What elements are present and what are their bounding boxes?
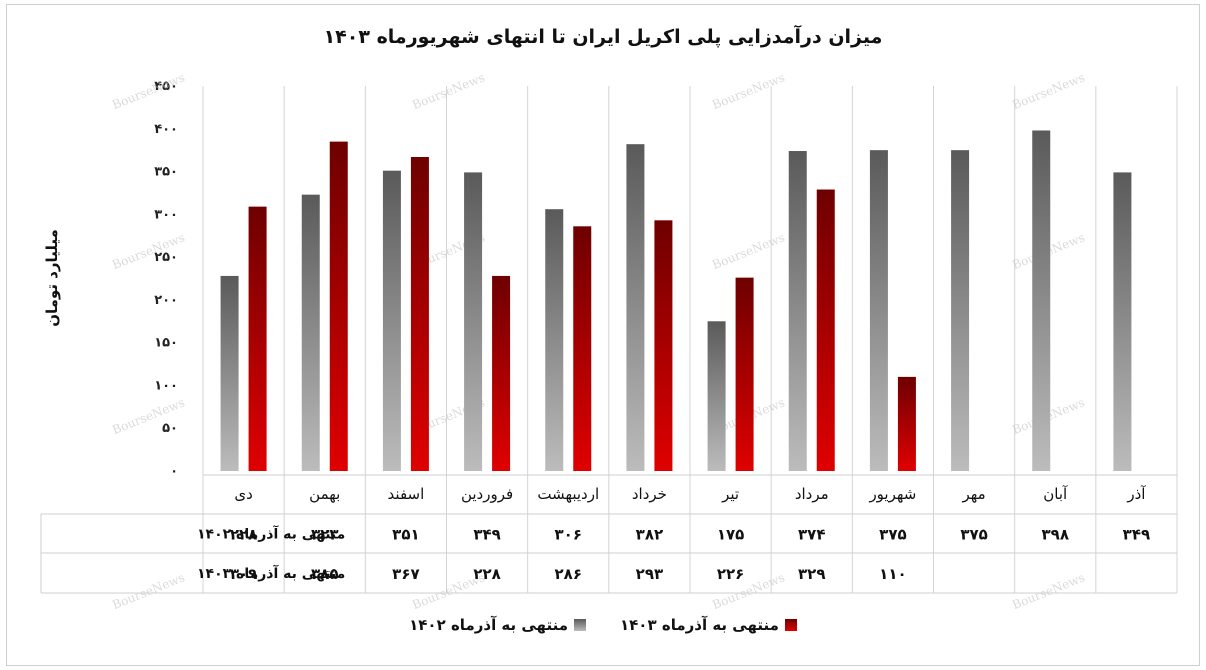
watermark-15: BourseNews (1010, 570, 1086, 612)
category-label-5: خرداد (632, 485, 667, 503)
y-tick-label-3: ۱۵۰ (154, 336, 178, 351)
legend-item-series-2: منتهی به آذرماه ۱۴۰۳ (620, 616, 797, 634)
row-label-series-1: منتهی به آذرماه ۱۴۰۲ (197, 525, 345, 543)
chart-frame (6, 4, 1200, 666)
bar-s1-10 (1032, 130, 1051, 471)
y-tick-label-0: ۰ (170, 464, 178, 479)
bar-s1-6 (707, 321, 726, 471)
table-cell-s2-0: ۳۰۹ (230, 565, 257, 583)
table-cell-s2-3: ۲۲۸ (473, 565, 500, 583)
bar-s1-0 (220, 275, 239, 471)
legend-label-series-1: منتهی به آذرماه ۱۴۰۲ (409, 616, 568, 634)
watermark-2: BourseNews (710, 70, 786, 112)
bar-s2-8 (897, 376, 916, 471)
table-cell-s1-10: ۳۹۸ (1042, 526, 1069, 544)
table-cell-s1-4: ۳۰۶ (555, 526, 582, 544)
category-label-7: مرداد (795, 485, 829, 503)
legend: منتهی به آذرماه ۱۴۰۳ منتهی به آذرماه ۱۴۰… (0, 616, 1206, 634)
table-cell-s2-2: ۳۶۷ (392, 565, 419, 583)
table-cell-s1-7: ۳۷۴ (798, 526, 825, 544)
legend-swatch-series-1 (574, 619, 586, 631)
bar-s1-9 (951, 150, 970, 471)
category-label-0: دی (234, 485, 252, 503)
bar-s2-2 (410, 157, 429, 471)
bar-s1-5 (626, 144, 645, 471)
bar-s2-7 (816, 189, 835, 471)
bar-s1-7 (788, 151, 807, 471)
watermark-3: BourseNews (1010, 70, 1086, 112)
table-cell-s2-4: ۲۸۶ (555, 565, 582, 583)
category-label-1: بهمن (309, 485, 340, 503)
bar-s2-5 (654, 220, 673, 471)
legend-label-series-2: منتهی به آذرماه ۱۴۰۳ (620, 616, 779, 634)
category-label-11: آذر (1126, 485, 1146, 503)
watermark-6: BourseNews (710, 230, 786, 272)
table-cell-s1-1: ۳۲۳ (311, 526, 338, 544)
table-cell-s1-11: ۳۴۹ (1123, 526, 1150, 544)
category-label-3: فروردین (461, 485, 513, 503)
table-cell-s1-8: ۳۷۵ (879, 526, 906, 544)
bar-s1-11 (1113, 172, 1132, 471)
table-cell-s1-6: ۱۷۵ (717, 526, 744, 544)
table-cell-s1-2: ۳۵۱ (392, 526, 419, 544)
legend-swatch-series-2 (784, 619, 797, 631)
y-tick-label-7: ۳۵۰ (154, 165, 178, 180)
y-tick-label-9: ۴۵۰ (154, 79, 178, 94)
bar-s1-2 (382, 170, 401, 471)
bar-s1-1 (301, 194, 320, 471)
y-tick-label-1: ۵۰ (162, 421, 178, 436)
table-cell-s2-5: ۲۹۳ (636, 565, 663, 583)
watermark-12: BourseNews (110, 570, 186, 612)
bar-s1-3 (464, 172, 483, 471)
category-label-6: تیر (721, 485, 739, 503)
bar-s2-1 (329, 141, 348, 471)
category-label-8: شهریور (868, 485, 916, 503)
bar-s2-6 (735, 277, 754, 471)
bar-s1-8 (869, 150, 888, 471)
category-label-9: مهر (961, 485, 985, 503)
y-tick-label-5: ۲۵۰ (154, 250, 178, 265)
bar-s2-4 (573, 226, 592, 471)
category-label-10: آبان (1043, 485, 1068, 503)
table-cell-s1-5: ۳۸۲ (636, 526, 663, 544)
bar-s2-0 (248, 206, 267, 471)
table-cell-s1-0: ۲۲۸ (230, 526, 257, 544)
y-tick-label-8: ۴۰۰ (154, 122, 178, 137)
legend-item-series-1: منتهی به آذرماه ۱۴۰۲ (409, 616, 586, 634)
category-label-4: اردیبهشت (537, 485, 599, 503)
y-tick-label-2: ۱۰۰ (154, 378, 178, 393)
table-cell-s1-3: ۳۴۹ (473, 526, 500, 544)
watermark-1: BourseNews (410, 70, 486, 112)
y-tick-label-4: ۲۰۰ (154, 293, 178, 308)
bar-s1-4 (545, 209, 564, 471)
table-cell-s2-6: ۲۲۶ (717, 565, 744, 583)
table-cell-s1-9: ۳۷۵ (960, 526, 987, 544)
row-label-series-2: منتهی به آذرماه ۱۴۰۳ (197, 564, 345, 582)
table-cell-s2-8: ۱۱۰ (879, 565, 906, 583)
y-tick-label-6: ۳۰۰ (154, 207, 178, 222)
category-label-2: اسفند (388, 485, 425, 503)
table-cell-s2-1: ۳۸۵ (311, 565, 338, 583)
table-cell-s2-7: ۳۲۹ (798, 565, 825, 583)
chart-title: میزان درآمدزایی پلی اکریل ایران تا انتها… (323, 26, 883, 48)
bar-s2-3 (492, 275, 511, 471)
